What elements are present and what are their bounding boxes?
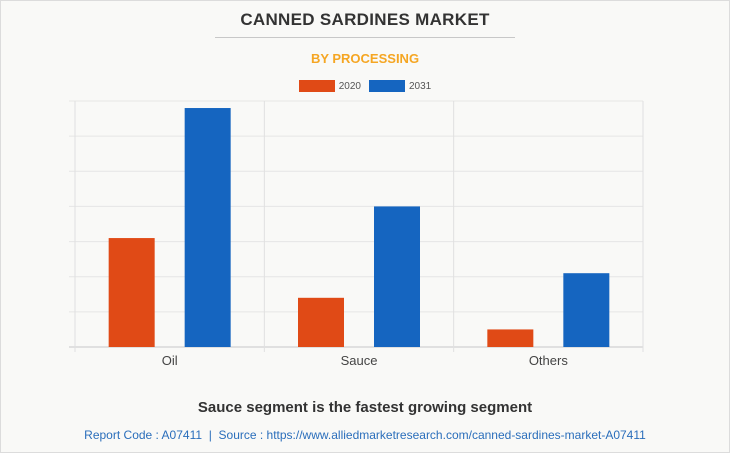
legend-swatch-2020	[298, 80, 335, 92]
chart-subtitle: BY PROCESSING	[310, 51, 420, 66]
chart-title: CANNED SARDINES MARKET	[240, 10, 490, 29]
bar-2020-sauce[interactable]	[298, 297, 344, 347]
legend-label-2031: 2031	[409, 80, 432, 92]
x-tick-label-sauce: Sauce	[341, 353, 378, 368]
source-url[interactable]: Source : https://www.alliedmarketresearc…	[218, 428, 646, 442]
legend: 2020 2031	[0, 80, 730, 92]
bar-2031-oil[interactable]	[184, 108, 231, 348]
bar-2020-others[interactable]	[487, 329, 534, 347]
legend-item-2031[interactable]: 2031	[369, 80, 431, 92]
source-line: Report Code : A07411 | Source : https://…	[0, 428, 730, 442]
source-separator: |	[208, 428, 212, 442]
title-divider	[215, 37, 515, 38]
segment-headline: Sauce segment is the fastest growing seg…	[197, 399, 533, 416]
x-tick-label-others: Others	[529, 353, 569, 368]
legend-swatch-2031	[369, 80, 405, 92]
legend-item-2020[interactable]: 2020	[298, 80, 361, 92]
bar-2031-sauce[interactable]	[374, 206, 420, 347]
bar-2020-oil[interactable]	[108, 238, 155, 347]
legend-label-2020: 2020	[338, 80, 361, 92]
x-tick-label-oil: Oil	[162, 353, 178, 368]
bar-2031-others[interactable]	[563, 273, 610, 347]
report-code: Report Code : A07411	[84, 428, 203, 442]
